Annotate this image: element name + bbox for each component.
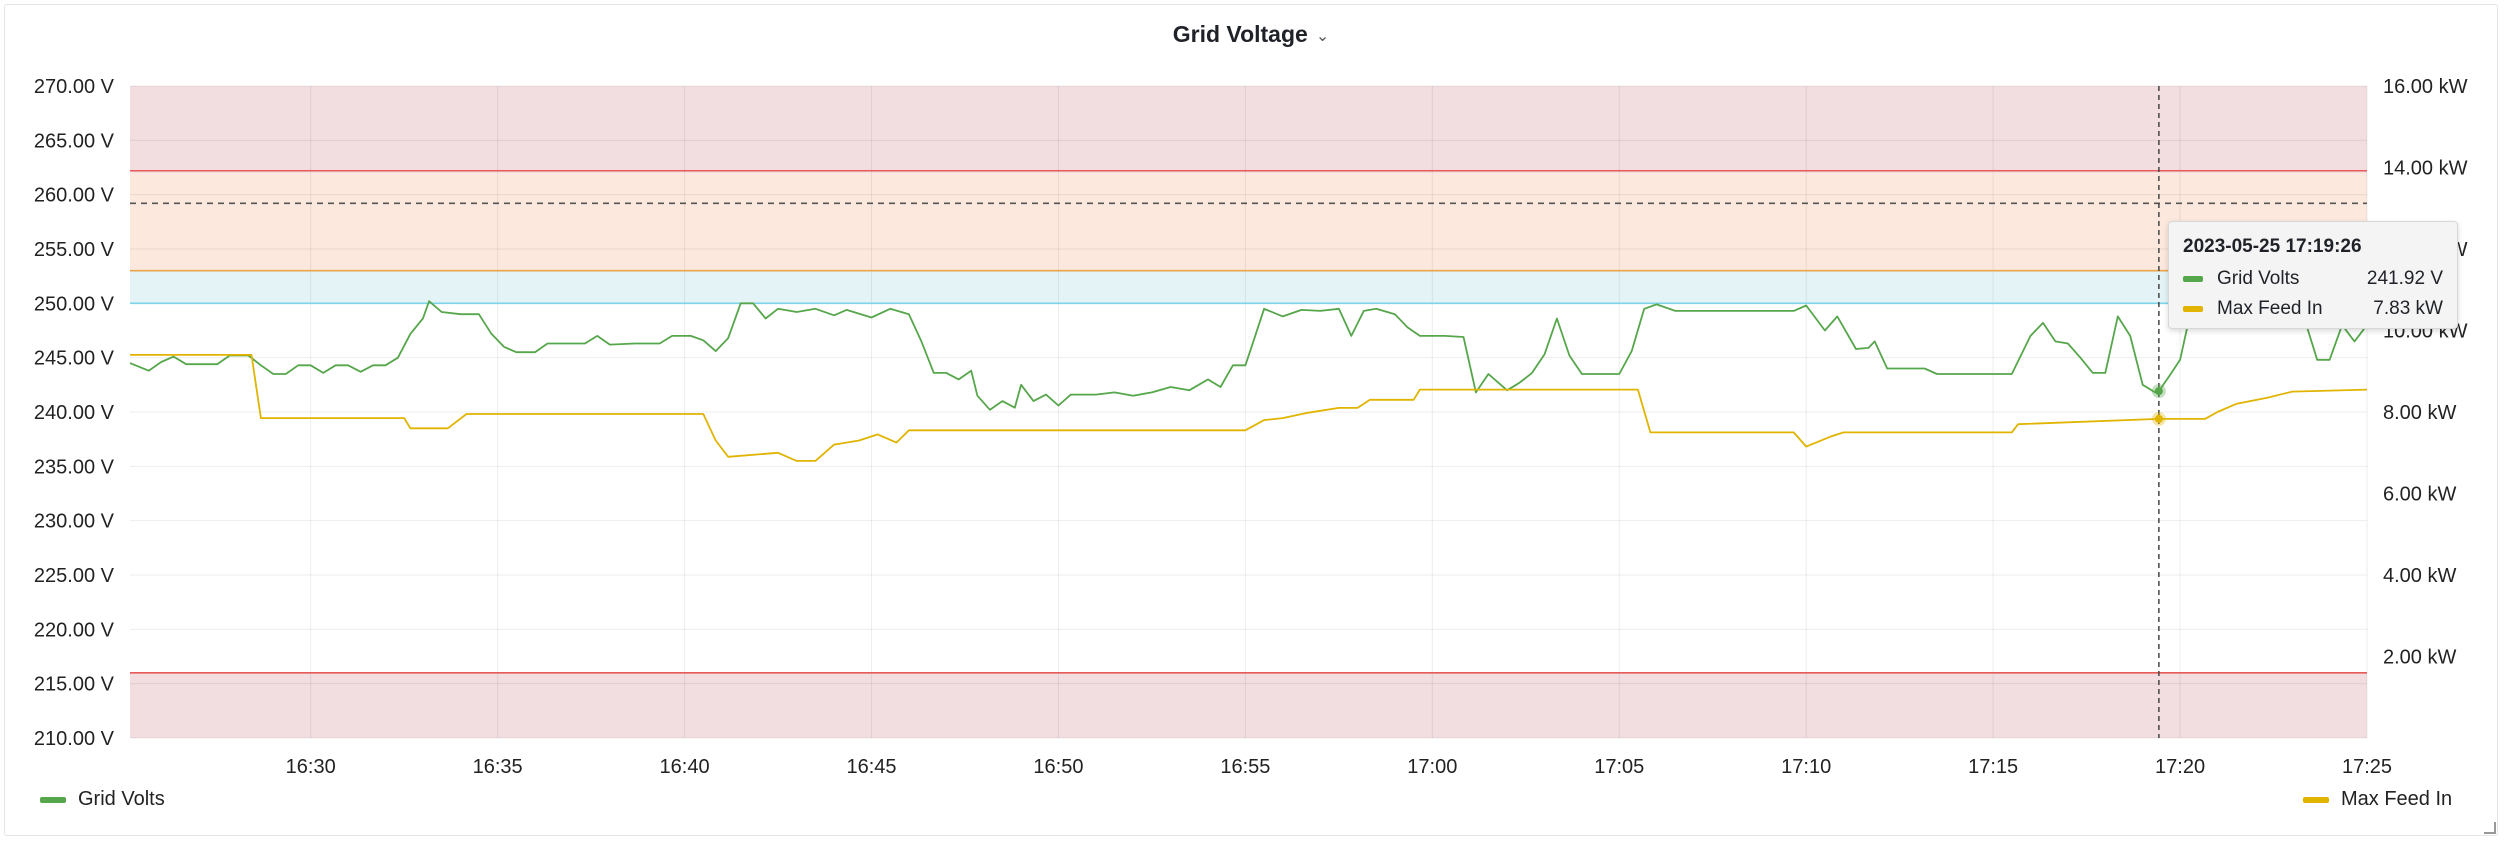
y-tick-label-left: 225.00 V (34, 565, 115, 587)
x-tick-label: 17:10 (1781, 756, 1831, 778)
x-tick-label: 17:20 (2155, 756, 2205, 778)
x-tick-label: 17:00 (1407, 756, 1457, 778)
x-axis: 16:30 16:35 16:40 16:45 16:50 16:55 17:00 17:05… (286, 756, 2392, 778)
y-tick-label-left: 230.00 V (34, 511, 115, 533)
grid-lines (130, 85, 2368, 739)
tooltip-row-grid-volts: Grid Volts 241.92 V (2183, 264, 2443, 294)
chevron-down-icon[interactable]: ⌄ (1315, 27, 1330, 45)
x-tick-label: 16:35 (473, 756, 523, 778)
x-tick-label: 17:15 (1968, 756, 2018, 778)
x-tick-label: 16:40 (660, 756, 710, 778)
y-tick-label-left: 270.00 V (34, 76, 115, 98)
panel-title[interactable]: Grid Voltage ⌄ (5, 21, 2497, 48)
x-tick-label: 16:50 (1033, 756, 1083, 778)
y-tick-label-left: 235.00 V (34, 456, 115, 478)
hover-marker (2151, 86, 2166, 738)
y-tick-label-right: 8.00 kW (2383, 402, 2456, 424)
y-tick-label-left: 255.00 V (34, 239, 115, 261)
tooltip-series-value: 241.92 V (2366, 268, 2443, 289)
x-tick-label: 16:45 (846, 756, 896, 778)
tooltip-series-name: Grid Volts (2217, 268, 2300, 289)
legend-label-grid-volts: Grid Volts (78, 788, 165, 810)
y-tick-label-left: 245.00 V (34, 348, 115, 370)
x-tick-label: 17:05 (1594, 756, 1644, 778)
y-tick-label-right: 2.00 kW (2383, 647, 2456, 669)
threshold-band-red (130, 86, 2367, 173)
y-tick-label-left: 210.00 V (34, 728, 115, 750)
series-group (129, 300, 2368, 462)
legend-label-max-feed-in: Max Feed In (2341, 788, 2453, 810)
hover-point-max-feed-in (2154, 414, 2163, 423)
tooltip-row-max-feed-in: Max Feed In 7.83 kW (2183, 294, 2443, 324)
threshold-bands (130, 86, 2367, 738)
legend-swatch-max-feed-in (2183, 306, 2203, 312)
hover-tooltip: 2023-05-25 17:19:26 Grid Volts 241.92 V … (2168, 221, 2458, 329)
y-tick-label-right: 14.00 kW (2383, 158, 2468, 180)
series-line-grid-volts (129, 300, 2368, 411)
tooltip-series-value: 7.83 kW (2373, 298, 2443, 319)
hover-point-grid-volts (2154, 387, 2163, 396)
y-tick-label-right: 16.00 kW (2383, 76, 2468, 98)
y-tick-label-left: 250.00 V (34, 293, 115, 315)
y-tick-label-left: 265.00 V (34, 130, 115, 152)
x-tick-label: 16:30 (286, 756, 336, 778)
y-tick-label-left: 215.00 V (34, 674, 115, 696)
tooltip-time: 2023-05-25 17:19:26 (2183, 236, 2362, 257)
y-tick-label-right: 6.00 kW (2383, 484, 2456, 506)
y-tick-label-left: 240.00 V (34, 402, 115, 424)
x-tick-label: 17:25 (2342, 756, 2392, 778)
threshold-lines (130, 169, 2367, 674)
threshold-band-orange (130, 172, 2367, 271)
resize-handle[interactable] (2484, 822, 2496, 834)
threshold-band-red (130, 672, 2367, 738)
legend-swatch-grid-volts (40, 796, 66, 803)
y-tick-label-right: 4.00 kW (2383, 565, 2456, 587)
y-tick-label-left: 220.00 V (34, 619, 115, 641)
panel-title-text: Grid Voltage (1172, 21, 1308, 47)
y-axis-left: 270.00 V 265.00 V 260.00 V 255.00 V 250.00 V… (34, 76, 115, 750)
x-tick-label: 16:55 (1220, 756, 1270, 778)
legend-swatch-max-feed-in (2303, 796, 2329, 803)
series-line-max-feed-in (130, 353, 2368, 462)
tooltip-series-name: Max Feed In (2217, 298, 2323, 319)
legend-item-max-feed-in[interactable]: Max Feed In (2303, 788, 2452, 811)
threshold-band-blue (130, 270, 2367, 304)
y-tick-label-left: 260.00 V (34, 185, 115, 207)
legend-swatch-grid-volts (2183, 276, 2203, 282)
legend-item-grid-volts[interactable]: Grid Volts (40, 788, 165, 811)
